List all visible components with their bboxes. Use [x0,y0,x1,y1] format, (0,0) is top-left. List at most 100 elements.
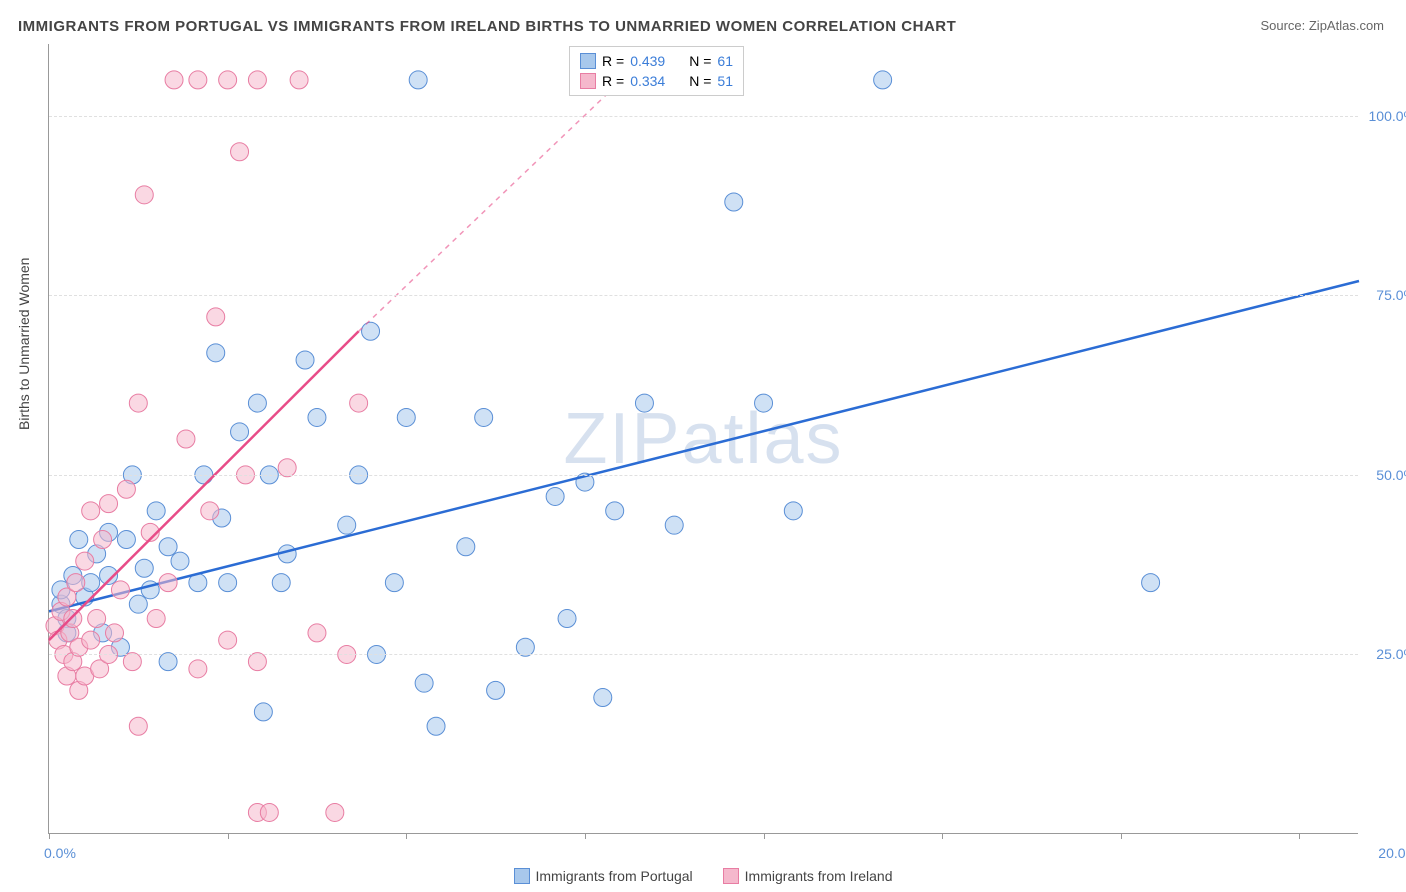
scatter-point [159,538,177,556]
scatter-point [397,408,415,426]
stat-n-value-portugal: 61 [717,53,733,69]
xtick-label-left: 0.0% [44,845,76,861]
trend-line [49,281,1359,611]
bottom-legend: Immigrants from Portugal Immigrants from… [0,868,1406,884]
xtick [406,833,407,839]
source-attribution: Source: ZipAtlas.com [1260,18,1384,33]
scatter-point [106,624,124,642]
scatter-point [594,689,612,707]
scatter-point [219,631,237,649]
scatter-point [159,574,177,592]
swatch-ireland [580,73,596,89]
scatter-point [135,559,153,577]
scatter-point [665,516,683,534]
scatter-point [248,394,266,412]
gridline-h [49,295,1358,296]
scatter-point [296,351,314,369]
gridline-h [49,654,1358,655]
scatter-point [231,423,249,441]
stat-r-value-portugal: 0.439 [630,53,665,69]
xtick [1121,833,1122,839]
stat-row-portugal: R = 0.439 N = 61 [580,51,733,71]
y-axis-label: Births to Unmarried Women [16,258,32,430]
scatter-point [308,408,326,426]
scatter-point [784,502,802,520]
legend-item-portugal: Immigrants from Portugal [514,868,693,884]
scatter-point [189,71,207,89]
scatter-point [111,581,129,599]
scatter-point [129,394,147,412]
scatter-point [177,430,195,448]
scatter-point [171,552,189,570]
scatter-point [64,610,82,628]
stat-n-label: N = [689,73,711,89]
scatter-point [67,574,85,592]
scatter-point [290,71,308,89]
chart-title: IMMIGRANTS FROM PORTUGAL VS IMMIGRANTS F… [18,18,956,35]
scatter-point [129,717,147,735]
stat-r-label: R = [602,53,624,69]
ytick-label: 50.0% [1361,467,1406,483]
scatter-point [201,502,219,520]
scatter-point [207,344,225,362]
scatter-point [129,595,147,613]
stat-row-ireland: R = 0.334 N = 51 [580,71,733,91]
stat-r-label: R = [602,73,624,89]
scatter-point [1142,574,1160,592]
scatter-point [272,574,290,592]
scatter-point [362,322,380,340]
scatter-point [248,71,266,89]
scatter-point [88,610,106,628]
scatter-point [219,71,237,89]
trend-line-dashed [359,58,645,331]
legend-item-ireland: Immigrants from Ireland [723,868,893,884]
scatter-point [635,394,653,412]
scatter-point [755,394,773,412]
stat-n-label: N = [689,53,711,69]
stat-n-value-ireland: 51 [717,73,733,89]
xtick [1299,833,1300,839]
scatter-point [82,502,100,520]
gridline-h [49,475,1358,476]
scatter-point [147,610,165,628]
legend-swatch-portugal [514,868,530,884]
legend-label-portugal: Immigrants from Portugal [536,868,693,884]
scatter-point [219,574,237,592]
swatch-portugal [580,53,596,69]
legend-label-ireland: Immigrants from Ireland [745,868,893,884]
scatter-point [70,531,88,549]
scatter-point [546,487,564,505]
scatter-point [415,674,433,692]
scatter-point [457,538,475,556]
scatter-point [475,408,493,426]
scatter-point [100,495,118,513]
scatter-point [385,574,403,592]
scatter-point [117,480,135,498]
scatter-point [350,394,368,412]
scatter-point [427,717,445,735]
scatter-point [94,531,112,549]
scatter-point [326,803,344,821]
scatter-point [338,516,356,534]
scatter-point [487,681,505,699]
scatter-point [231,143,249,161]
scatter-point [165,71,183,89]
scatter-point [725,193,743,211]
correlation-stats-box: R = 0.439 N = 61 R = 0.334 N = 51 [569,46,744,96]
xtick [942,833,943,839]
ytick-label: 25.0% [1361,646,1406,662]
gridline-h [49,116,1358,117]
trend-line [49,331,359,640]
xtick [49,833,50,839]
scatter-point [260,803,278,821]
scatter-point [558,610,576,628]
ytick-label: 100.0% [1361,108,1406,124]
scatter-point [82,631,100,649]
scatter-point [76,552,94,570]
xtick-label-right: 20.0% [1378,845,1406,861]
scatter-point [254,703,272,721]
scatter-point [135,186,153,204]
scatter-svg [49,44,1358,833]
scatter-point [308,624,326,642]
scatter-point [189,660,207,678]
